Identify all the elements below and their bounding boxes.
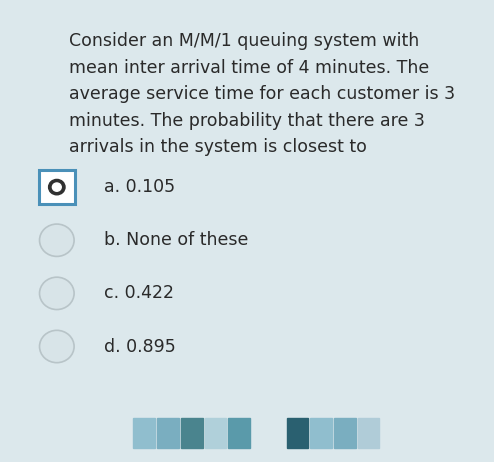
Bar: [228, 418, 250, 448]
Text: b. None of these: b. None of these: [104, 231, 248, 249]
Bar: [310, 418, 332, 448]
Bar: [133, 418, 155, 448]
Bar: [334, 418, 356, 448]
Text: a. 0.105: a. 0.105: [104, 178, 175, 196]
Bar: [287, 418, 308, 448]
Circle shape: [48, 179, 65, 195]
Circle shape: [40, 224, 74, 256]
Bar: [205, 418, 226, 448]
Bar: [358, 418, 379, 448]
Text: c. 0.422: c. 0.422: [104, 285, 174, 302]
Bar: [157, 418, 179, 448]
Text: Consider an M/M/1 queuing system with
mean inter arrival time of 4 minutes. The
: Consider an M/M/1 queuing system with me…: [69, 32, 455, 156]
FancyBboxPatch shape: [39, 170, 75, 204]
Circle shape: [40, 330, 74, 363]
Text: d. 0.895: d. 0.895: [104, 338, 175, 355]
Bar: [181, 418, 203, 448]
Circle shape: [52, 183, 61, 191]
Circle shape: [40, 277, 74, 310]
